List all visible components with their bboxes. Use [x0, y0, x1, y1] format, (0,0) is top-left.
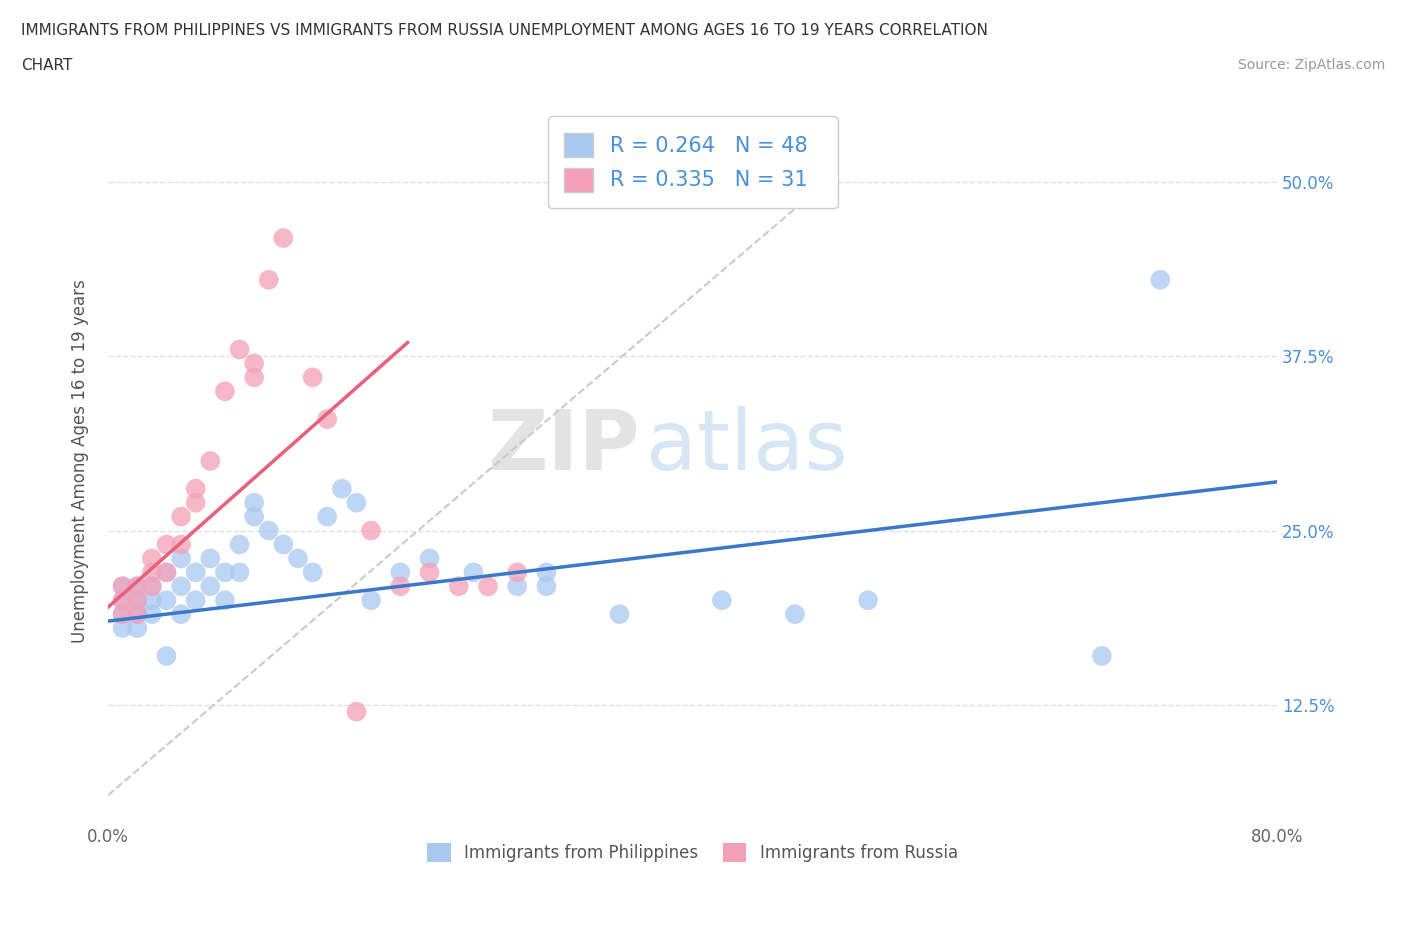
Point — [1091, 648, 1114, 663]
Point — [228, 565, 250, 579]
Point — [141, 578, 163, 593]
Legend: Immigrants from Philippines, Immigrants from Russia: Immigrants from Philippines, Immigrants … — [420, 837, 965, 870]
Point — [273, 231, 295, 246]
Point — [127, 578, 149, 593]
Point — [243, 356, 266, 371]
Point — [389, 565, 412, 579]
Point — [170, 578, 193, 593]
Point — [155, 592, 177, 607]
Point — [141, 592, 163, 607]
Point — [184, 496, 207, 511]
Point — [419, 551, 441, 565]
Point — [141, 551, 163, 565]
Point — [360, 524, 382, 538]
Point — [360, 592, 382, 607]
Point — [170, 510, 193, 525]
Point — [184, 592, 207, 607]
Point — [783, 606, 806, 621]
Point — [214, 565, 236, 579]
Point — [228, 342, 250, 357]
Point — [184, 482, 207, 497]
Point — [243, 510, 266, 525]
Point — [170, 537, 193, 551]
Point — [214, 592, 236, 607]
Point — [273, 537, 295, 551]
Point — [214, 384, 236, 399]
Point — [155, 565, 177, 579]
Text: atlas: atlas — [645, 405, 848, 487]
Point — [127, 606, 149, 621]
Point — [301, 565, 323, 579]
Point — [330, 482, 353, 497]
Point — [170, 606, 193, 621]
Point — [141, 578, 163, 593]
Point — [184, 565, 207, 579]
Point — [301, 370, 323, 385]
Point — [155, 565, 177, 579]
Point — [346, 496, 368, 511]
Point — [127, 592, 149, 607]
Point — [506, 578, 529, 593]
Y-axis label: Unemployment Among Ages 16 to 19 years: Unemployment Among Ages 16 to 19 years — [72, 279, 89, 643]
Point — [127, 592, 149, 607]
Point — [155, 537, 177, 551]
Point — [316, 412, 339, 427]
Point — [127, 578, 149, 593]
Point — [257, 272, 280, 287]
Point — [243, 370, 266, 385]
Point — [200, 454, 222, 469]
Point — [1149, 272, 1171, 287]
Point — [141, 606, 163, 621]
Point — [316, 510, 339, 525]
Point — [111, 578, 134, 593]
Text: Source: ZipAtlas.com: Source: ZipAtlas.com — [1237, 58, 1385, 72]
Point — [155, 648, 177, 663]
Point — [447, 578, 470, 593]
Point — [536, 578, 558, 593]
Point — [111, 606, 134, 621]
Point — [170, 551, 193, 565]
Point — [200, 578, 222, 593]
Point — [710, 592, 733, 607]
Point — [127, 606, 149, 621]
Point — [287, 551, 309, 565]
Point — [477, 578, 499, 593]
Point — [127, 620, 149, 635]
Point — [389, 578, 412, 593]
Point — [111, 592, 134, 607]
Text: IMMIGRANTS FROM PHILIPPINES VS IMMIGRANTS FROM RUSSIA UNEMPLOYMENT AMONG AGES 16: IMMIGRANTS FROM PHILIPPINES VS IMMIGRANT… — [21, 23, 988, 38]
Text: CHART: CHART — [21, 58, 73, 73]
Point — [856, 592, 879, 607]
Point — [127, 592, 149, 607]
Point — [111, 620, 134, 635]
Point — [536, 565, 558, 579]
Point — [111, 578, 134, 593]
Text: ZIP: ZIP — [488, 405, 640, 487]
Point — [609, 606, 631, 621]
Point — [506, 565, 529, 579]
Point — [228, 537, 250, 551]
Point — [257, 524, 280, 538]
Point — [111, 592, 134, 607]
Point — [419, 565, 441, 579]
Point — [243, 496, 266, 511]
Point — [463, 565, 485, 579]
Point — [111, 606, 134, 621]
Point — [141, 565, 163, 579]
Point — [346, 704, 368, 719]
Point — [200, 551, 222, 565]
